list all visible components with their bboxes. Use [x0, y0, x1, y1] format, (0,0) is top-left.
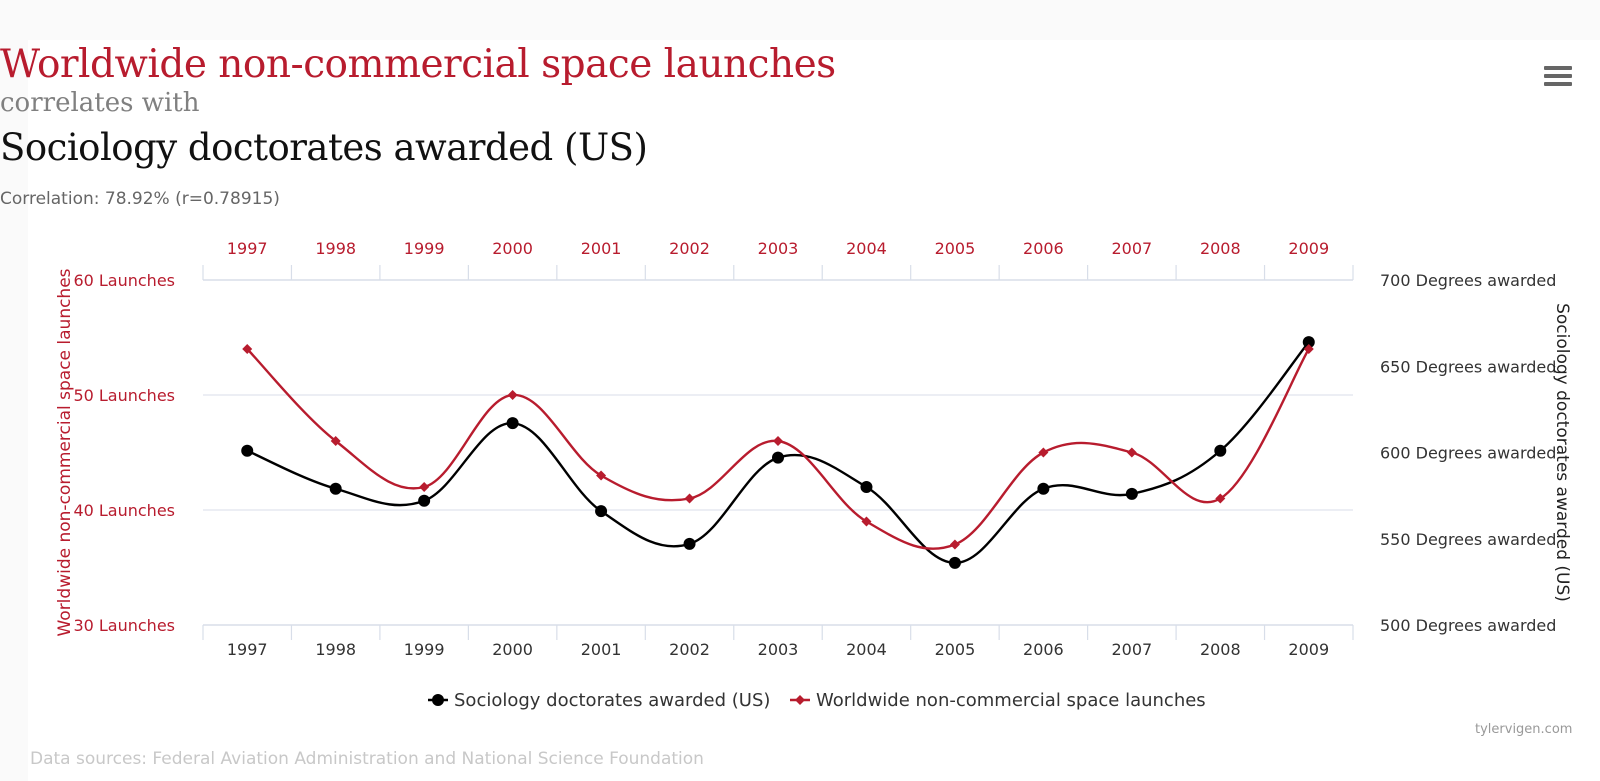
data-point-launches	[1038, 447, 1049, 458]
chart-title: Worldwide non-commercial space launches	[0, 42, 836, 87]
bottom-x-tick-label: 2006	[1023, 640, 1064, 659]
right-axis-title: Sociology doctorates awarded (US)	[1552, 303, 1572, 602]
data-point-degrees	[1125, 487, 1138, 500]
data-point-launches	[949, 539, 960, 550]
top-x-tick-label: 2002	[669, 239, 710, 258]
data-point-degrees	[772, 451, 784, 464]
hamburger-menu-icon[interactable]	[1544, 66, 1572, 90]
left-axis-tick-label: 50 Launches	[73, 386, 175, 405]
top-x-tick-label: 2009	[1288, 239, 1329, 258]
chart-subtitle: Sociology doctorates awarded (US)	[0, 126, 648, 169]
data-point-degrees	[1037, 482, 1050, 495]
data-point-degrees	[948, 556, 961, 569]
bottom-x-tick-label: 2008	[1200, 640, 1241, 659]
top-x-tick-label: 2008	[1200, 239, 1241, 258]
correlation-text: Correlation: 78.92% (r=0.78915)	[0, 189, 280, 209]
top-x-tick-label: 1999	[404, 239, 445, 258]
bottom-x-tick-label: 1998	[315, 640, 356, 659]
legend-marker-degrees	[432, 694, 444, 706]
top-x-tick-label: 2004	[846, 239, 887, 258]
data-sources-text: Data sources: Federal Aviation Administr…	[30, 749, 704, 769]
menu-bar	[1544, 66, 1572, 70]
right-axis-tick-label: 600 Degrees awarded	[1380, 444, 1556, 463]
data-point-degrees	[1302, 336, 1315, 349]
right-axis-tick-label: 500 Degrees awarded	[1380, 616, 1556, 635]
legend-label-degrees[interactable]: Sociology doctorates awarded (US)	[454, 690, 770, 711]
top-x-tick-label: 2006	[1023, 239, 1064, 258]
top-x-tick-label: 2001	[581, 239, 622, 258]
data-point-degrees	[329, 482, 342, 495]
bottom-x-tick-label: 2002	[669, 640, 710, 659]
bottom-x-tick-label: 2000	[492, 640, 533, 659]
credit-link[interactable]: tylervigen.com	[1475, 722, 1573, 737]
left-axis-tick-label: 60 Launches	[73, 271, 175, 290]
bottom-x-tick-label: 2005	[935, 640, 976, 659]
menu-bar	[1544, 74, 1572, 78]
right-axis-tick-label: 650 Degrees awarded	[1380, 357, 1556, 376]
data-point-degrees	[595, 505, 608, 518]
data-point-launches	[419, 482, 430, 492]
right-axis-tick-label: 550 Degrees awarded	[1380, 530, 1556, 549]
bottom-x-tick-label: 1999	[404, 640, 445, 659]
data-point-launches	[684, 493, 695, 504]
data-point-launches	[507, 390, 518, 400]
bottom-x-tick-label: 2001	[581, 640, 622, 659]
left-axis-tick-label: 30 Launches	[73, 616, 175, 635]
data-point-launches	[773, 436, 783, 446]
data-point-launches	[1215, 493, 1226, 504]
top-x-tick-label: 2005	[935, 239, 976, 258]
menu-bar	[1544, 82, 1572, 86]
data-point-launches	[242, 344, 253, 354]
data-point-launches	[330, 436, 341, 446]
data-point-degrees	[860, 481, 873, 493]
top-x-tick-label: 2000	[492, 239, 533, 258]
data-point-launches	[861, 516, 872, 527]
chart-connector-text: correlates with	[0, 88, 200, 118]
data-point-launches	[596, 470, 607, 481]
bottom-x-tick-label: 1997	[227, 640, 268, 659]
left-axis-tick-label: 40 Launches	[73, 501, 175, 520]
bottom-x-tick-label: 2009	[1288, 640, 1329, 659]
data-point-degrees	[1214, 444, 1227, 457]
data-point-launches	[1303, 344, 1314, 354]
data-point-launches	[1126, 447, 1137, 458]
data-point-degrees	[418, 494, 431, 507]
chart-card	[28, 40, 1600, 781]
legend-label-launches[interactable]: Worldwide non-commercial space launches	[816, 690, 1206, 711]
legend-marker-launches	[795, 695, 805, 705]
top-x-tick-label: 1998	[315, 239, 356, 258]
data-point-degrees	[241, 444, 254, 457]
top-x-tick-label: 2003	[758, 239, 799, 258]
bottom-x-tick-label: 2007	[1111, 640, 1152, 659]
data-point-degrees	[683, 537, 696, 550]
series-line-launches	[246, 348, 1310, 550]
top-x-tick-label: 1997	[227, 239, 268, 258]
right-axis-tick-label: 700 Degrees awarded	[1380, 271, 1556, 290]
top-x-tick-label: 2007	[1111, 239, 1152, 258]
data-point-degrees	[506, 417, 519, 430]
left-axis-title: Worldwide non-commercial space launches	[55, 268, 75, 636]
bottom-x-tick-label: 2004	[846, 640, 887, 659]
bottom-x-tick-label: 2003	[758, 640, 799, 659]
